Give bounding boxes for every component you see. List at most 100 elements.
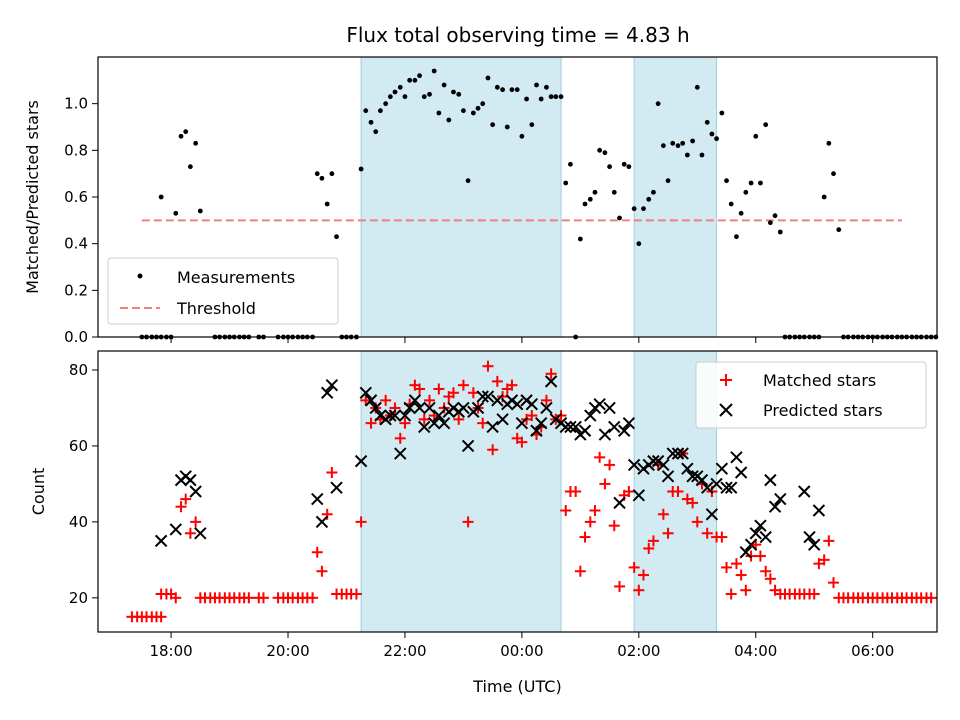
- matched-star-point: [623, 486, 635, 497]
- predicted-star-point: [418, 420, 431, 434]
- matched-star-point: [828, 577, 840, 589]
- predicted-star-d2: [154, 534, 168, 548]
- predicted-star-point: [671, 447, 685, 460]
- predicted-star-d2: [564, 420, 577, 434]
- y-tick-label: 1.0: [64, 95, 88, 113]
- measurement-point: [373, 129, 379, 135]
- matched-star-point: [506, 379, 518, 391]
- matched-star-point: [754, 550, 766, 562]
- matched-star-point: [574, 565, 586, 577]
- predicted-star-d2: [491, 394, 504, 407]
- measurement-point: [651, 189, 656, 195]
- measurement-point: [738, 210, 744, 216]
- predicted-star-d2: [695, 473, 709, 487]
- predicted-star-point: [540, 401, 553, 415]
- measurement-point: [509, 87, 515, 93]
- measurement-point: [461, 108, 466, 114]
- predicted-star-d2: [584, 409, 597, 422]
- predicted-star-d2: [671, 447, 685, 460]
- matched-star-point: [414, 383, 426, 395]
- measurement-point: [748, 180, 754, 186]
- measurement-point: [772, 213, 778, 219]
- matched-star-point: [614, 580, 626, 592]
- predicted-star-point: [812, 504, 826, 517]
- predicted-star-d2: [676, 447, 689, 460]
- measurement-point: [319, 175, 325, 181]
- predicted-star-d2: [739, 546, 753, 559]
- predicted-star-d2: [515, 416, 529, 430]
- predicted-star-d2: [622, 416, 636, 430]
- matched-star-point: [604, 459, 616, 471]
- predicted-star-point: [613, 496, 626, 510]
- matched-star-point: [540, 394, 552, 406]
- predicted-star-point: [447, 401, 460, 415]
- measurement-point: [699, 152, 705, 158]
- predicted-star-d2: [359, 386, 372, 399]
- measurement-point: [714, 136, 719, 142]
- matched-star-point: [424, 394, 436, 406]
- measurement-point: [665, 178, 671, 184]
- matched-star-point: [701, 527, 713, 539]
- measurement-point: [636, 241, 642, 247]
- x-tick-label: 22:00: [383, 642, 426, 660]
- predicted-star-d2: [598, 428, 612, 441]
- matched-star-point: [760, 565, 772, 577]
- measurement-point: [465, 178, 471, 184]
- predicted-star-point: [759, 530, 772, 544]
- predicted-star-point: [330, 481, 343, 494]
- measurement-point: [490, 122, 496, 128]
- measurement-point: [694, 84, 700, 90]
- legend-matched-marker: [720, 374, 732, 386]
- measurement-point: [377, 108, 383, 114]
- measurement-point: [821, 194, 827, 200]
- matched-star-point: [453, 413, 465, 425]
- x-tick-label: 04:00: [734, 642, 777, 660]
- predicted-star-d2: [481, 390, 495, 403]
- predicted-star-point: [598, 428, 612, 441]
- predicted-star-d2: [320, 386, 334, 399]
- measurement-point: [548, 94, 554, 100]
- predicted-star-d2: [505, 394, 519, 407]
- matched-star-point: [808, 588, 820, 600]
- predicted-star-d2: [724, 481, 738, 494]
- predicted-star-point: [388, 409, 402, 422]
- x-tick-label: 00:00: [500, 642, 543, 660]
- measurement-point: [826, 140, 832, 146]
- predicted-star-d2: [710, 477, 723, 491]
- predicted-star-point: [681, 462, 694, 475]
- predicted-star-point: [311, 492, 324, 506]
- predicted-star-d2: [520, 394, 533, 407]
- matched-star-point: [155, 611, 167, 623]
- predicted-star-d2: [325, 378, 339, 392]
- predicted-star-point: [315, 515, 329, 529]
- matched-star-point: [579, 531, 591, 543]
- predicted-star-d2: [534, 416, 548, 430]
- measurement-point: [524, 96, 529, 102]
- measurement-point: [470, 110, 476, 116]
- predicted-star-d2: [530, 424, 543, 437]
- predicted-star-point: [608, 420, 621, 434]
- predicted-star-d2: [461, 439, 475, 453]
- predicted-star-d2: [437, 416, 451, 430]
- predicted-star-d2: [657, 458, 670, 472]
- matched-star-point: [628, 561, 640, 573]
- predicted-star-d2: [720, 481, 733, 494]
- matched-star-point: [545, 368, 557, 380]
- predicted-star-point: [803, 530, 816, 544]
- matched-star-point: [360, 394, 372, 406]
- measurement-point: [427, 91, 432, 97]
- matched-star-point: [818, 554, 830, 566]
- matched-star-point: [307, 592, 319, 604]
- measurement-point: [709, 131, 715, 137]
- measurement-point: [568, 161, 573, 167]
- predicted-star-point: [724, 481, 738, 494]
- predicted-star-d2: [744, 538, 758, 551]
- measurement-point: [183, 129, 189, 135]
- measurement-point: [363, 108, 369, 114]
- matched-star-point: [365, 417, 377, 429]
- predicted-star-d2: [476, 390, 489, 403]
- measurement-point: [417, 73, 422, 79]
- predicted-star-point: [486, 420, 499, 434]
- matched-star-point: [745, 550, 757, 562]
- predicted-star-d2: [768, 500, 782, 513]
